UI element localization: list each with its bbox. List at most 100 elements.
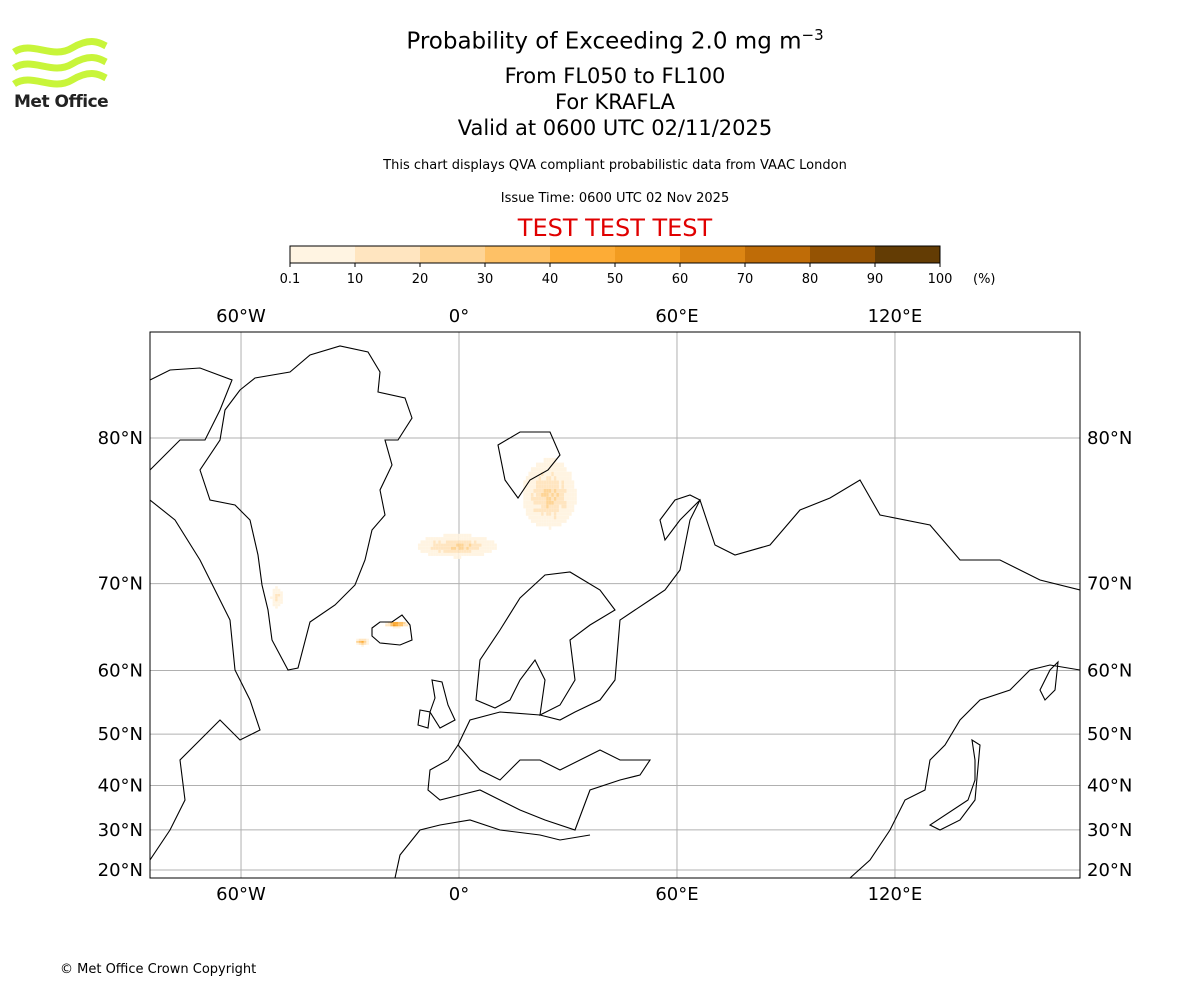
plume-cell-svalbard-east: [563, 476, 567, 481]
plume-cell-norwegian-sea-band: [420, 543, 424, 547]
plume-cell-svalbard-east: [566, 492, 570, 497]
plume-cell-svalbard-east: [543, 522, 547, 527]
plume-cell-norwegian-sea-band: [443, 543, 446, 547]
lon-label-bottom: 60°W: [216, 884, 266, 905]
plume-cell-svalbard-east: [569, 504, 572, 509]
plume-cell-svalbard-east: [528, 484, 531, 489]
plume-cell-norwegian-sea-band: [435, 546, 439, 550]
plume-cell-svalbard-east: [533, 484, 537, 489]
plume-cell-norwegian-sea-band: [458, 552, 462, 556]
plume-cell-svalbard-east: [536, 480, 539, 485]
lat-label-left: 20°N: [98, 860, 143, 881]
plume-cell-svalbard-east: [556, 467, 559, 472]
plume-cell-norwegian-sea-band: [451, 533, 454, 538]
colorbar-segment: [875, 246, 940, 263]
plume-cell-norwegian-sea-band: [443, 540, 446, 544]
plume-cell-southwest-of-iceland: [361, 640, 364, 643]
plume-cell-svalbard-east: [569, 508, 572, 513]
plume-cell-svalbard-east: [548, 467, 552, 472]
colorbar-tick-label: 30: [477, 272, 494, 287]
plume-cell-norwegian-sea-band: [476, 552, 480, 556]
plume-cell-norwegian-sea-band: [458, 549, 462, 553]
plume-cell-norwegian-sea-band: [430, 537, 434, 541]
colorbar-segment: [810, 246, 875, 263]
plume-cell-svalbard-east: [536, 462, 539, 468]
plume-cell-svalbard-east: [569, 480, 572, 485]
plume-cell-svalbard-east: [541, 515, 544, 520]
plume-cell-iceland-north: [397, 626, 401, 629]
plume-cell-svalbard-east: [541, 504, 544, 509]
plume-cell-norwegian-sea-band: [443, 546, 446, 550]
plume-cell-svalbard-east: [566, 512, 570, 516]
plume-cell-norwegian-sea-band: [494, 546, 497, 550]
lon-label-top: 60°E: [655, 306, 698, 327]
plume-cell-svalbard-east: [571, 496, 575, 501]
plume-cell-svalbard-east: [551, 496, 554, 501]
plume-cell-svalbard-east: [553, 484, 557, 489]
lat-label-right: 40°N: [1087, 776, 1132, 797]
plume-cell-svalbard-east: [546, 508, 549, 513]
plume-cell-southwest-of-iceland: [363, 638, 367, 641]
plume-cell-svalbard-east: [571, 480, 575, 485]
plume-cell-svalbard-east: [561, 500, 565, 505]
plume-cell-svalbard-east: [569, 500, 572, 505]
plume-cell-svalbard-east: [543, 492, 547, 497]
plume-cell-east-greenland: [275, 586, 278, 589]
plume-cell-svalbard-east: [546, 476, 549, 481]
plume-cell-norwegian-sea-band: [458, 546, 462, 550]
plume-cell-norwegian-sea-band: [476, 537, 480, 541]
plume-cell-svalbard-east: [546, 496, 549, 501]
plume-cell-norwegian-sea-band: [453, 540, 457, 544]
plume-cell-svalbard-east: [553, 515, 557, 520]
plume-cell-svalbard-east: [543, 471, 547, 477]
plume-cell-svalbard-east: [553, 504, 557, 509]
plume-cell-norwegian-sea-band: [481, 537, 485, 541]
europe-asia-coast: [427, 479, 1080, 878]
plume-cell-svalbard-east: [571, 484, 575, 489]
plume-cell-east-greenland: [272, 591, 276, 594]
plume-cell-norwegian-sea-band: [451, 537, 454, 541]
plume-cell-svalbard-east: [566, 480, 570, 485]
plume-cell-norwegian-sea-band: [486, 543, 490, 547]
plume-cell-svalbard-east: [566, 496, 570, 501]
plume-cell-svalbard-east: [548, 504, 552, 509]
plume-cell-svalbard-east: [566, 484, 570, 489]
plume-cell-norwegian-sea-band: [463, 552, 467, 556]
plume-cell-svalbard-east: [548, 492, 552, 497]
plume-cell-svalbard-east: [525, 480, 529, 485]
plume-cell-svalbard-east: [553, 522, 557, 527]
plume-cell-svalbard-east: [530, 512, 534, 516]
colorbar-tick-label: 60: [672, 272, 689, 287]
plume-cell-svalbard-east: [574, 500, 577, 505]
issue-time: Issue Time: 0600 UTC 02 Nov 2025: [500, 191, 730, 206]
plume-cell-norwegian-sea-band: [471, 549, 474, 553]
plume-cell-svalbard-east: [543, 519, 547, 523]
plume-cell-norwegian-sea-band: [448, 533, 452, 538]
plume-cell-norwegian-sea-band: [484, 549, 487, 553]
plume-cell-svalbard-east: [530, 515, 534, 520]
plume-cell-norwegian-sea-band: [435, 552, 439, 556]
plume-cell-norwegian-sea-band: [478, 537, 482, 541]
plume-cell-norwegian-sea-band: [463, 540, 467, 544]
plume-cell-iceland-north: [403, 624, 406, 627]
plume-cell-svalbard-east: [523, 480, 526, 485]
plume-cell-svalbard-east: [561, 515, 565, 520]
plume-cell-norwegian-sea-band: [438, 549, 441, 553]
plume-cell-norwegian-sea-band: [461, 543, 464, 547]
plume-cell-norwegian-sea-band: [435, 543, 439, 547]
plume-cell-svalbard-east: [548, 500, 552, 505]
plume-cell-svalbard-east: [543, 504, 547, 509]
lat-label-left: 70°N: [98, 574, 143, 595]
axis-labels: 60°W 60°W 0° 0° 60°E 60°E 120°E 120°E 80°N 80°N 70…: [98, 306, 1133, 905]
plume-cell-svalbard-east: [528, 512, 531, 516]
colorbar-tick-label: 40: [542, 272, 559, 287]
plume-cell-svalbard-east: [523, 504, 526, 509]
plume-cell-norwegian-sea-band: [428, 549, 431, 553]
plume-cell-norwegian-sea-band: [458, 540, 462, 544]
plume-cell-svalbard-east: [558, 496, 562, 501]
plume-cell-iceland-north: [390, 624, 393, 627]
plume-cell-svalbard-east: [536, 488, 539, 493]
plume-cell-svalbard-east: [541, 500, 544, 505]
plume-cell-southwest-of-iceland: [356, 638, 359, 641]
plume-cell-svalbard-east: [538, 488, 542, 493]
